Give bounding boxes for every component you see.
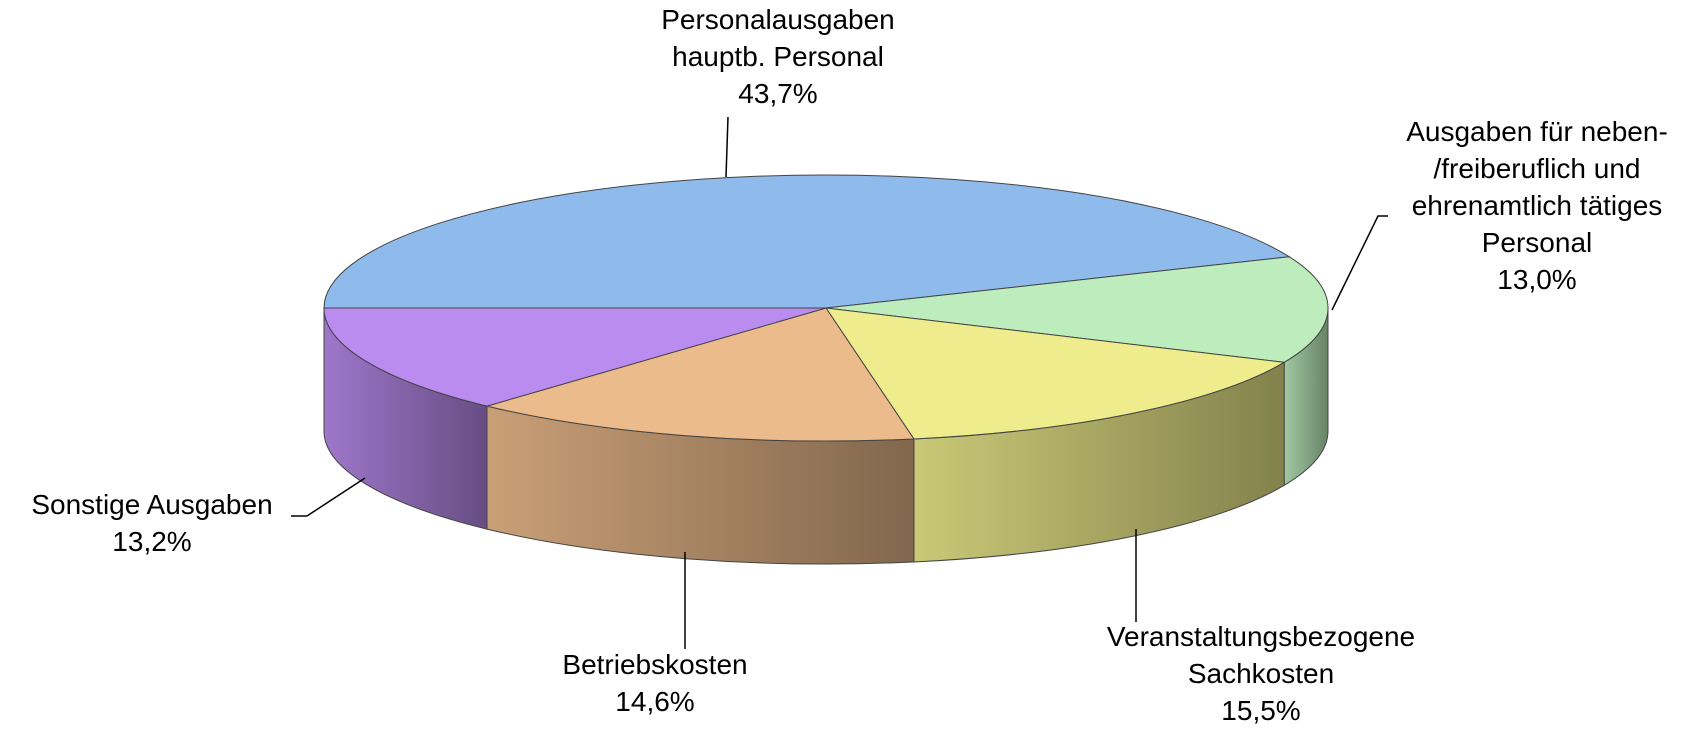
category-label: Ausgaben für neben-/freiberuflich und ehr…	[1406, 116, 1668, 258]
value-label: 14,6%	[615, 686, 694, 717]
slice	[485, 307, 915, 442]
category-label: Personalausgaben hauptb. Personal	[661, 4, 895, 72]
value-label: 43,7%	[738, 78, 817, 109]
slice	[824, 307, 1286, 440]
category-label: Sonstige Ausgaben	[31, 489, 272, 520]
category-label: Betriebskosten	[562, 649, 747, 680]
slice	[323, 307, 827, 407]
value-label: 13,0%	[1497, 264, 1576, 295]
value-label: 15,5%	[1221, 695, 1300, 726]
leader-line	[1331, 215, 1388, 311]
leader-line	[291, 477, 366, 517]
slice	[825, 256, 1329, 363]
leader-line	[725, 116, 729, 178]
value-label: 13,2%	[112, 526, 191, 557]
slice	[323, 174, 1291, 309]
category-label: Veranstaltungsbezogene Sachkosten	[1107, 621, 1415, 689]
